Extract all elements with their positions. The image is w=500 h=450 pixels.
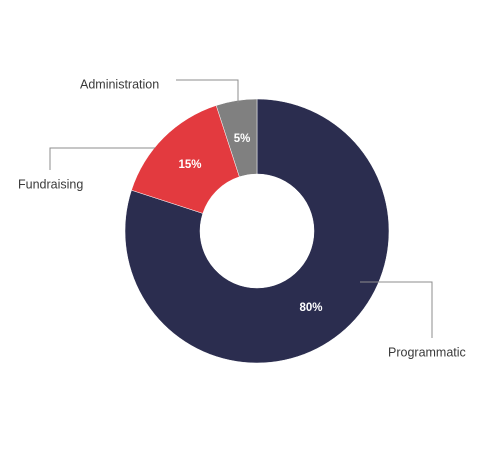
slice-administration	[215, 98, 258, 178]
category-label-programmatic: Programmatic	[388, 345, 466, 359]
data-label-programmatic: 80%	[299, 302, 322, 314]
category-label-fundraising: Fundraising	[18, 177, 83, 191]
data-label-administration: 5%	[234, 133, 251, 145]
leader-line-administration	[176, 79, 239, 103]
leader-line-programmatic	[360, 281, 433, 338]
data-label-fundraising: 15%	[178, 159, 201, 171]
category-label-administration: Administration	[80, 77, 159, 91]
leader-line-fundraising	[49, 147, 155, 170]
donut-slices	[124, 98, 390, 364]
